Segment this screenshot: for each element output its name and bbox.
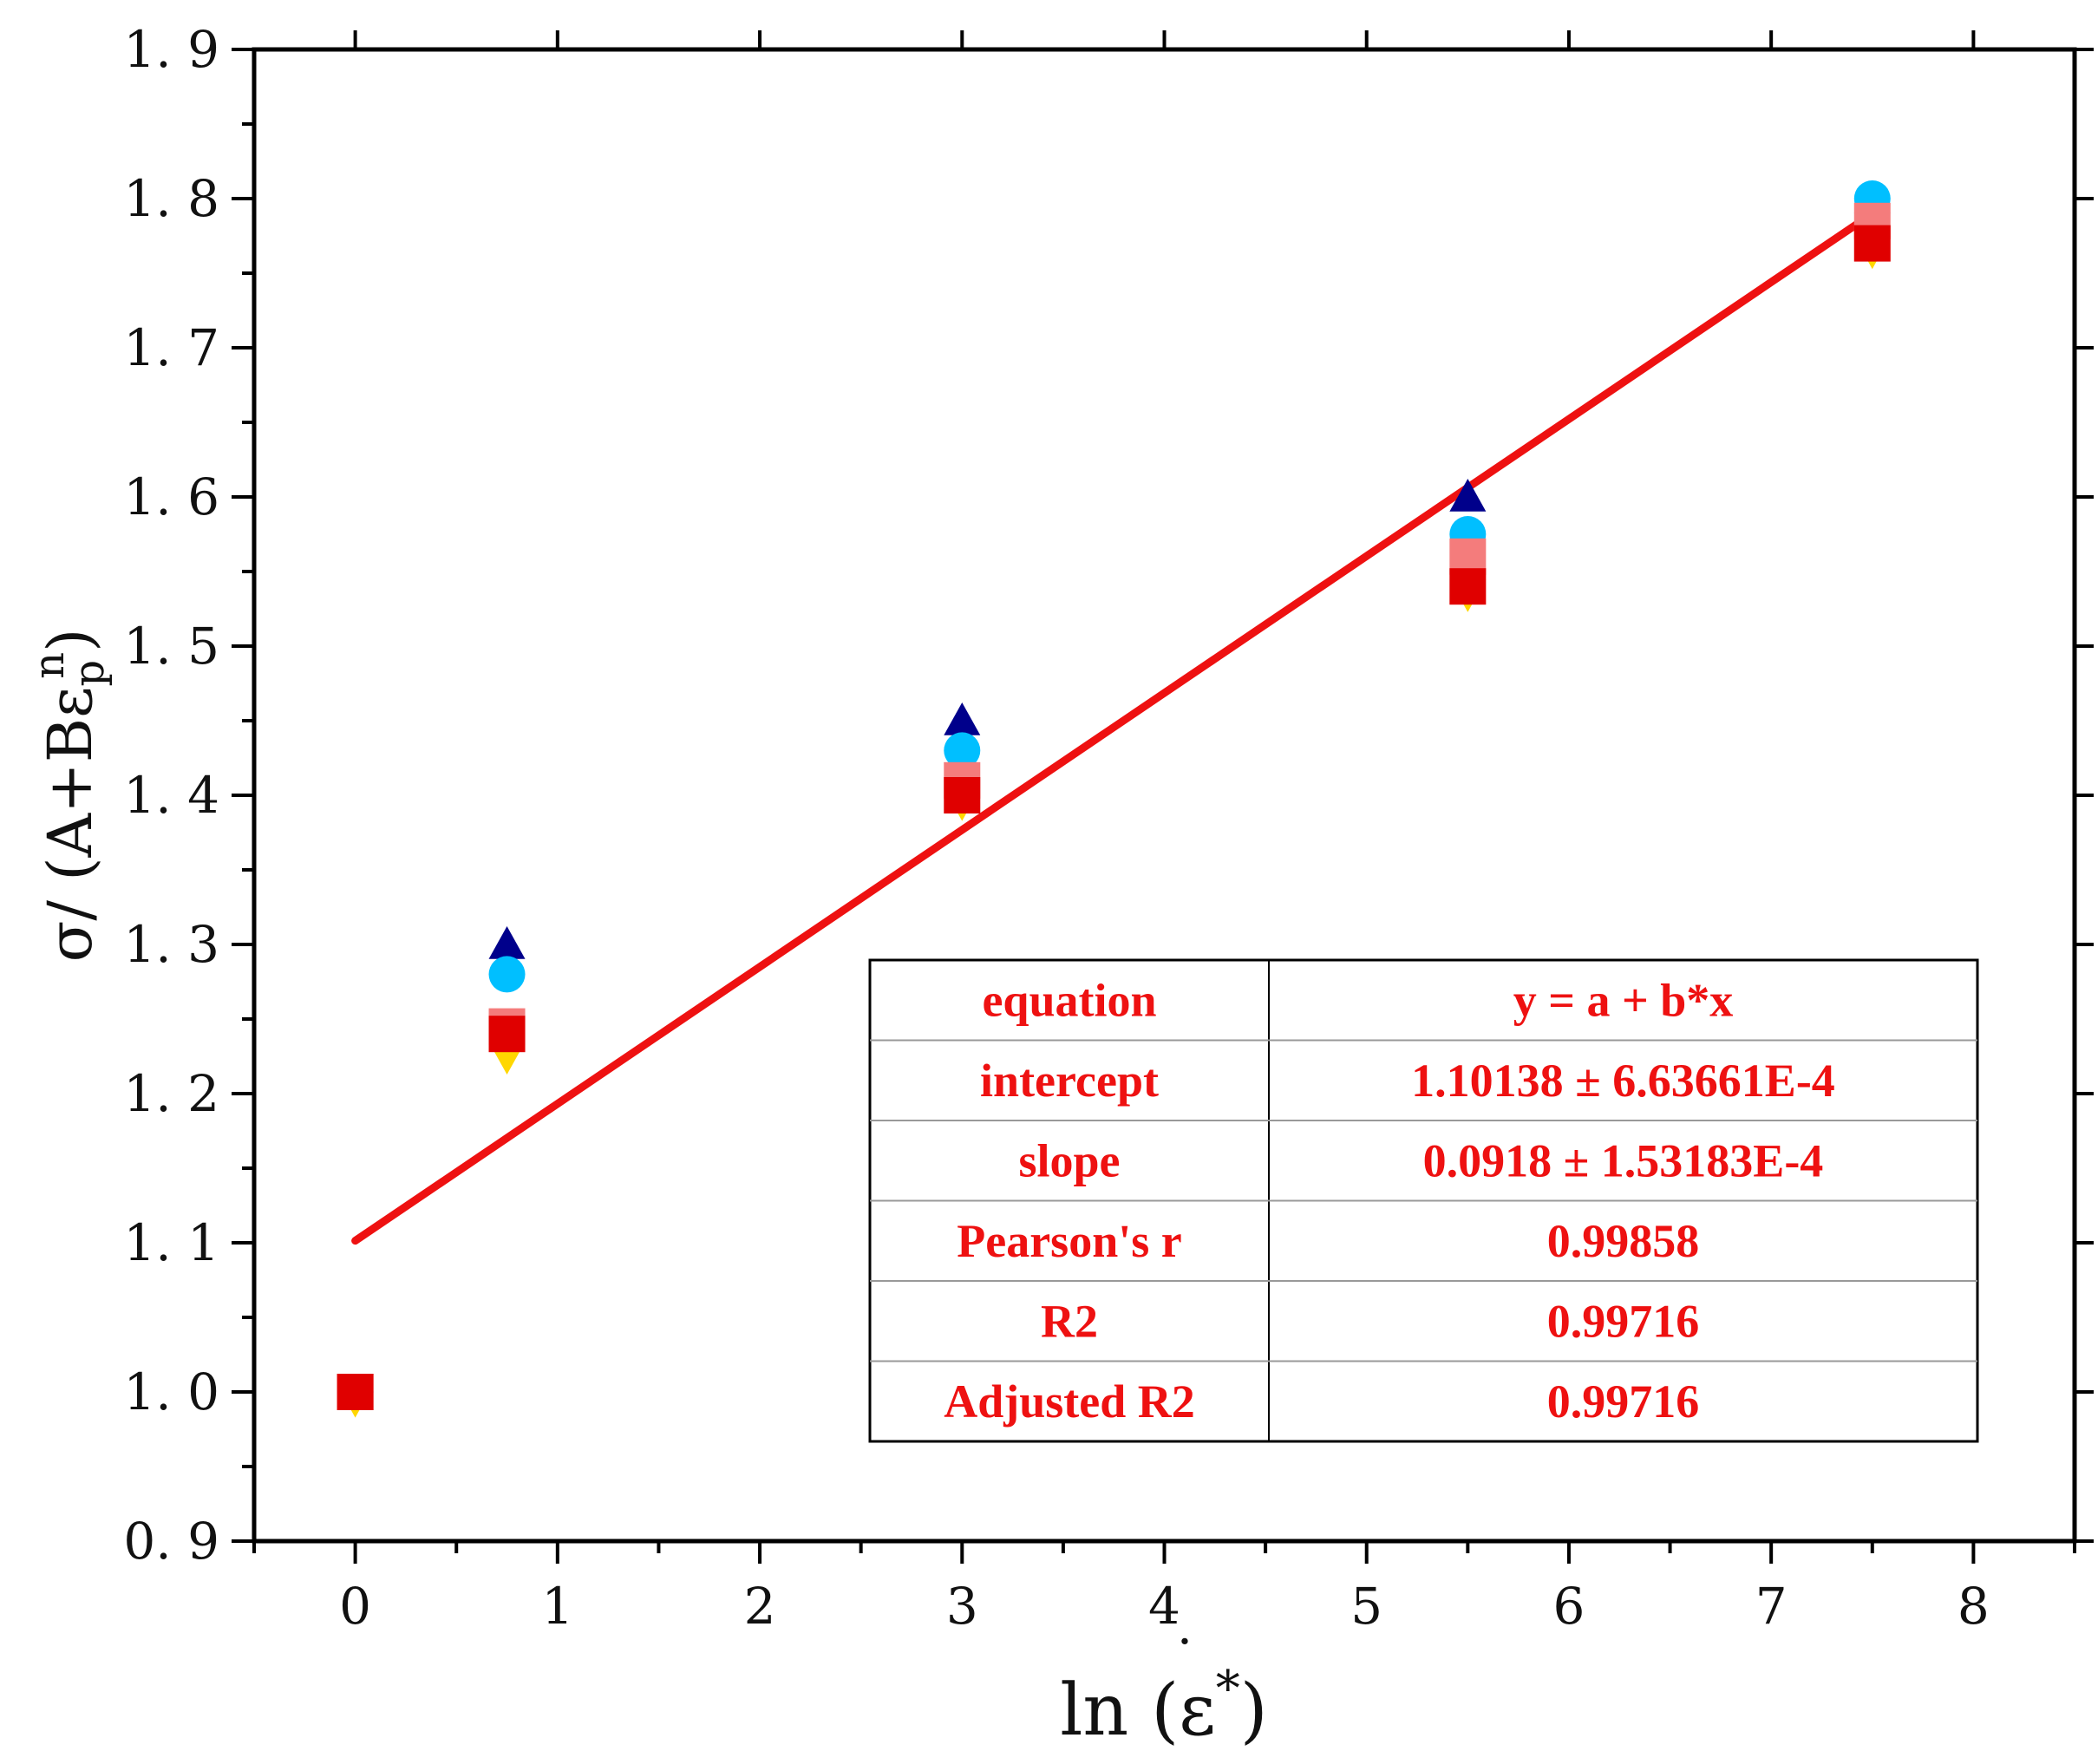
x-tick-label: 0 [339,1577,371,1636]
y-axis-title-rest: / (A+Bε [35,687,106,921]
y-tick-label: 1. 3 [123,915,219,974]
svg-text:ln (ε*): ln (ε*) [1060,1661,1268,1752]
x-tick-label: 4 [1148,1577,1180,1636]
svg-text:σ/ (A+Bεpn): σ/ (A+Bεpn) [25,629,114,963]
fit-table-label: intercept [980,1055,1159,1107]
y-tick-label: 1. 6 [123,467,219,526]
fit-table-value: 0.99716 [1547,1375,1700,1428]
x-tick-label: 7 [1755,1577,1788,1636]
fit-table-label: slope [1018,1134,1120,1186]
y-axis-title-sup: n [25,652,74,679]
y-tick-label: 1. 7 [123,318,219,377]
y-tick-label: 1. 0 [123,1362,219,1421]
x-tick-label: 3 [946,1577,978,1636]
fit-table-value: y = a + b*x [1513,974,1734,1026]
x-axis-title-close: ) [1240,1669,1268,1752]
marker-square-red [488,1016,526,1053]
x-axis-title-sup: * [1216,1661,1240,1717]
x-axis-title-base: ln ( [1060,1669,1179,1752]
y-axis-title-close: ) [35,629,106,652]
marker-square-red [1853,225,1891,262]
fit-table-label: equation [982,974,1156,1026]
y-tick-label: 0. 9 [123,1512,219,1571]
marker-triangle-up [944,702,981,735]
fit-table-value: 0.99858 [1547,1215,1700,1267]
y-tick-label: 1. 2 [123,1064,219,1123]
x-axis-title: ln (ε*) · [1060,1614,1268,1752]
y-tick-label: 1. 1 [123,1213,219,1272]
marker-square-red [944,777,981,813]
y-tick-label: 1. 5 [123,617,219,676]
marker-triangle-up [488,926,526,959]
fit-table-label: Adjusted R2 [944,1375,1195,1428]
y-axis-title-sub: p [65,660,114,687]
y-axis-title: σ/ (A+Bεpn) [25,629,114,963]
x-tick-label: 2 [744,1577,776,1636]
fit-table-value: 0.99716 [1547,1295,1700,1347]
marker-triangle-up [1449,479,1487,512]
x-axis-title-dot: · [1177,1614,1193,1670]
x-axis-title-symbol: ε [1179,1669,1215,1752]
fit-line [351,209,1877,1245]
x-tick-label: 1 [541,1577,573,1636]
marker-circle [944,732,981,769]
marker-circle [488,956,526,993]
fit-table-label: Pearson's r [957,1215,1181,1267]
x-tick-label: 5 [1350,1577,1382,1636]
y-tick-label: 1. 8 [123,169,219,228]
y-tick-label: 1. 9 [123,20,219,79]
fit-table-value: 0.0918 ± 1.53183E-4 [1423,1134,1824,1186]
fit-table-value: 1.10138 ± 6.63661E-4 [1411,1055,1835,1107]
fit-table-label: R2 [1041,1295,1098,1347]
y-tick-label: 1. 4 [123,766,219,825]
y-axis-title-sigma: σ [35,921,106,963]
marker-square-red [1449,568,1487,605]
marker-square-red [337,1374,374,1410]
x-tick-label: 6 [1552,1577,1585,1636]
x-tick-label: 8 [1957,1577,1990,1636]
